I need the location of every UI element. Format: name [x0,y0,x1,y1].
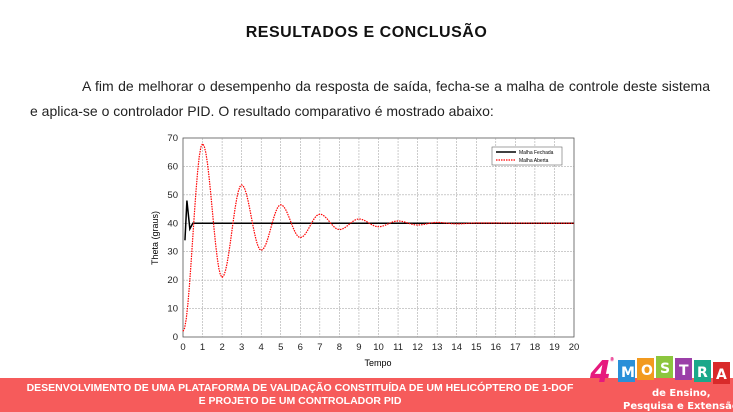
footer-text: DESENVOLVIMENTO DE UMA PLATAFORMA DE VAL… [0,382,600,408]
svg-text:O: O [641,363,653,379]
svg-text:de Ensino,: de Ensino, [652,388,711,399]
footer-line-2: E PROJETO DE UM CONTROLADOR PID [198,395,402,407]
svg-text:ª: ª [610,356,614,364]
x-tick-label: 10 [373,342,384,353]
y-tick-label: 60 [167,161,178,172]
legend-label-closed: Malha Fechada [519,150,554,156]
svg-text:R: R [697,365,708,381]
x-tick-label: 19 [549,342,560,353]
y-tick-label: 30 [167,247,178,258]
x-tick-label: 5 [278,342,283,353]
x-tick-label: 3 [239,342,244,353]
y-tick-label: 40 [167,218,178,229]
x-tick-label: 4 [259,342,264,353]
mostra-logo: 4 ª M O S T R A de Ensino, Pesquisa e Ex… [590,355,733,412]
y-tick-label: 20 [167,275,178,286]
x-tick-label: 9 [356,342,361,353]
x-tick-label: 17 [510,342,521,353]
svg-text:4: 4 [590,355,611,390]
series-line-malha-aberta [182,142,575,332]
footer-line-1: DESENVOLVIMENTO DE UMA PLATAFORMA DE VAL… [26,382,574,394]
y-axis-label: Theta (graus) [150,211,160,265]
grid [182,137,575,338]
y-tick-label: 50 [167,190,178,201]
svg-text:M: M [621,365,635,381]
x-tick-label: 1 [200,342,205,353]
x-tick-label: 12 [412,342,423,353]
y-tick-label: 0 [173,332,178,343]
x-tick-label: 11 [393,342,403,353]
series-line-malha-fechada [184,200,574,241]
svg-text:Pesquisa e Extensão: Pesquisa e Extensão [623,401,733,412]
svg-text:T: T [679,363,689,379]
x-tick-label: 6 [298,342,303,353]
x-tick-label: 18 [530,342,541,353]
x-tick-label: 16 [491,342,502,353]
page-title: RESULTADOS E CONCLUSÃO [245,24,488,41]
body-paragraph: A fim de melhorar o desempenho da respos… [30,78,710,119]
x-tick-label: 8 [337,342,342,353]
x-tick-label: 0 [180,342,185,353]
line-chart: 0 1 2 3 4 5 6 7 8 9 10 11 12 13 14 15 16 17 18 19 2001020304… [150,133,579,368]
y-tick-label: 70 [167,133,178,144]
x-tick-label: 15 [471,342,482,353]
legend: Malha Fechada Malha Aberta [491,146,563,166]
tick-labels: 0 1 2 3 4 5 6 7 8 9 10 11 12 13 14 15 16 17 18 19 2001020304… [167,133,579,353]
x-tick-label: 20 [569,342,580,353]
x-tick-label: 14 [451,342,462,353]
x-tick-label: 13 [432,342,443,353]
svg-text:A: A [716,367,727,383]
svg-text:S: S [660,361,670,377]
x-tick-label: 7 [317,342,322,353]
x-tick-label: 2 [219,342,224,353]
y-tick-label: 10 [167,304,178,315]
legend-label-open: Malha Aberta [519,158,549,164]
footer-band: DESENVOLVIMENTO DE UMA PLATAFORMA DE VAL… [0,378,733,412]
x-axis-label: Tempo [364,358,391,368]
